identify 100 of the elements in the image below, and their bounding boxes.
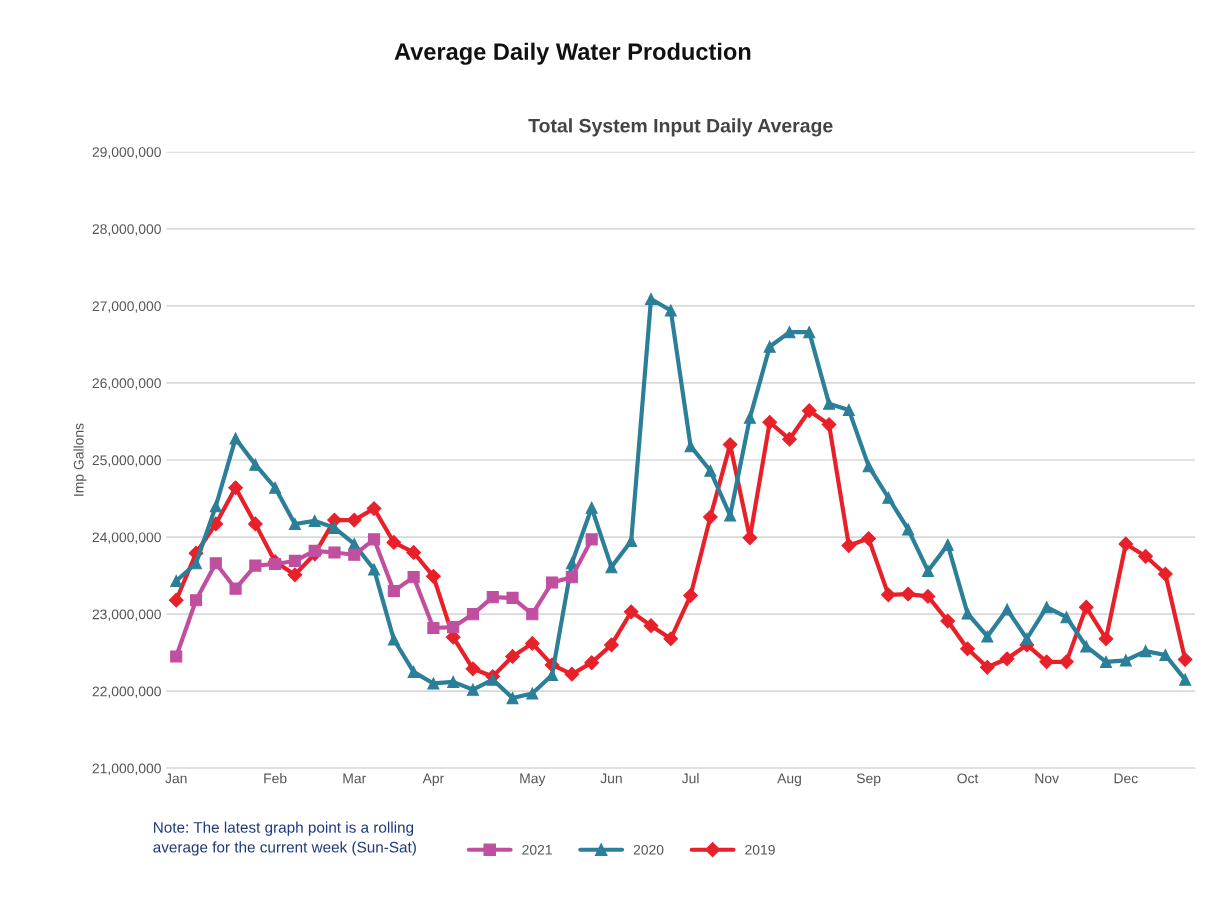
point bbox=[249, 458, 262, 471]
point bbox=[902, 523, 915, 536]
y-tick-label: 23,000,000 bbox=[92, 609, 161, 621]
point bbox=[585, 533, 598, 546]
y-tick-label: 21,000,000 bbox=[92, 763, 161, 776]
point bbox=[881, 587, 896, 603]
y-tick-label: 29,000,000 bbox=[92, 147, 161, 159]
point bbox=[1078, 599, 1094, 615]
point bbox=[465, 661, 481, 677]
x-tick-label: Dec bbox=[1114, 773, 1138, 784]
point bbox=[585, 501, 598, 514]
point bbox=[170, 650, 183, 663]
y-tick-label: 22,000,000 bbox=[92, 686, 161, 698]
chart-subtitle: Total System Input Daily Average bbox=[528, 118, 833, 137]
legend-label: 2020 bbox=[633, 844, 664, 855]
point bbox=[189, 594, 203, 607]
point bbox=[782, 431, 797, 447]
point bbox=[386, 535, 402, 550]
point bbox=[506, 591, 519, 604]
point bbox=[584, 655, 600, 671]
point bbox=[981, 630, 994, 643]
point bbox=[979, 659, 995, 675]
x-tick-label: Mar bbox=[343, 773, 366, 784]
point bbox=[209, 500, 222, 513]
point bbox=[1059, 654, 1074, 670]
point bbox=[168, 592, 184, 608]
point bbox=[1040, 601, 1053, 614]
point bbox=[743, 411, 756, 424]
point bbox=[426, 568, 441, 584]
point bbox=[406, 545, 421, 560]
point bbox=[920, 588, 936, 604]
point bbox=[1098, 631, 1114, 647]
point bbox=[803, 326, 816, 339]
point bbox=[526, 687, 539, 700]
point bbox=[367, 563, 381, 576]
point bbox=[427, 621, 440, 635]
point bbox=[900, 586, 916, 602]
point bbox=[1177, 652, 1193, 667]
point bbox=[604, 637, 619, 653]
point bbox=[1119, 654, 1132, 667]
x-tick-label: Jul bbox=[681, 773, 699, 784]
point bbox=[960, 641, 975, 657]
x-tick-label: May bbox=[520, 773, 546, 787]
point bbox=[683, 588, 698, 603]
point bbox=[822, 397, 836, 410]
point bbox=[189, 557, 203, 570]
point bbox=[861, 531, 877, 546]
point bbox=[1138, 548, 1153, 564]
point bbox=[842, 403, 855, 416]
point bbox=[940, 613, 956, 629]
point bbox=[1039, 654, 1055, 670]
point bbox=[486, 591, 499, 604]
point bbox=[564, 666, 580, 682]
y-axis-title: Imp Gallons bbox=[73, 423, 87, 496]
x-tick-label: Oct bbox=[957, 773, 979, 784]
point bbox=[1159, 648, 1172, 662]
x-tick-label: Apr bbox=[422, 773, 444, 787]
point bbox=[170, 574, 183, 588]
point bbox=[546, 668, 559, 682]
point bbox=[387, 633, 400, 646]
point bbox=[407, 665, 420, 678]
point bbox=[466, 683, 480, 696]
point bbox=[506, 692, 519, 705]
point bbox=[367, 533, 381, 546]
point bbox=[346, 512, 362, 528]
point bbox=[209, 557, 222, 570]
point bbox=[1157, 566, 1173, 582]
point bbox=[466, 608, 480, 621]
point bbox=[526, 608, 539, 621]
point bbox=[524, 635, 540, 651]
y-tick-label: 24,000,000 bbox=[92, 532, 161, 544]
point bbox=[407, 571, 420, 584]
legend-label: 2021 bbox=[522, 844, 552, 855]
point bbox=[387, 584, 400, 598]
y-tick-label: 25,000,000 bbox=[92, 455, 161, 467]
point bbox=[229, 582, 242, 595]
point bbox=[801, 403, 817, 419]
point bbox=[1179, 673, 1192, 686]
point bbox=[1001, 603, 1014, 616]
legend-label: 2019 bbox=[745, 844, 775, 855]
y-tick-label: 28,000,000 bbox=[92, 224, 161, 236]
point bbox=[821, 417, 837, 432]
point bbox=[1060, 611, 1073, 624]
point bbox=[427, 677, 440, 690]
point bbox=[921, 564, 935, 578]
x-tick-label: Sep bbox=[856, 773, 881, 787]
point bbox=[841, 538, 857, 553]
point bbox=[228, 480, 243, 496]
x-tick-label: Aug bbox=[777, 773, 801, 787]
point bbox=[366, 501, 382, 516]
point bbox=[546, 576, 559, 589]
point bbox=[862, 460, 875, 473]
point bbox=[328, 546, 341, 559]
point bbox=[249, 559, 262, 572]
point bbox=[763, 340, 776, 353]
point bbox=[702, 509, 718, 525]
point bbox=[1118, 536, 1134, 552]
point bbox=[1099, 655, 1113, 668]
y-tick-label: 26,000,000 bbox=[92, 378, 161, 390]
point bbox=[783, 326, 796, 339]
